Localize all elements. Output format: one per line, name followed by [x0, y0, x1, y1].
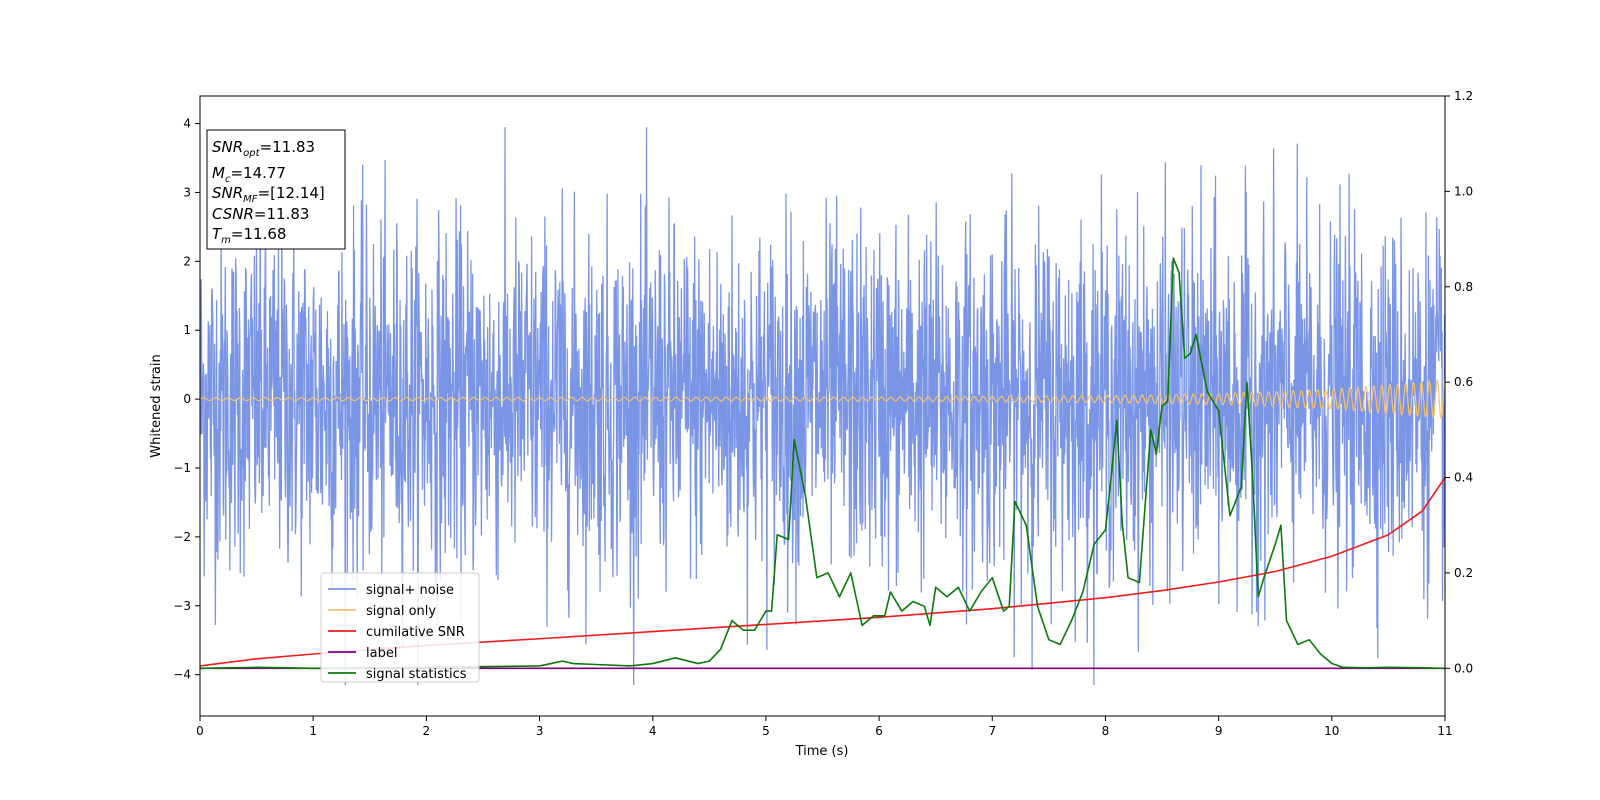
x-tick-label: 9: [1215, 724, 1223, 738]
annotation-box: SNRopt=11.83 Mc=14.77 SNRMF=[12.14] CSNR…: [206, 129, 346, 250]
legend-items: signal+ noise signal only cumilative SNR la…: [328, 583, 467, 682]
legend-label: signal only: [366, 604, 436, 619]
y-right-tick-label: 0.4: [1454, 471, 1473, 485]
x-tick-label: 11: [1437, 724, 1452, 738]
series-signal-statistics: [200, 257, 1445, 670]
annotation-mc: Mc=14.77: [212, 164, 286, 185]
y-left-tick-label: 1: [183, 323, 191, 337]
y-left-tick-label: 2: [183, 254, 191, 268]
plot-frame: [199, 95, 1446, 717]
y-right-tick-label: 0.2: [1454, 566, 1473, 580]
y-left-tick-label: −4: [173, 668, 191, 682]
y-axis-label: Whitened strain: [149, 354, 164, 457]
x-tick-label: 2: [423, 724, 431, 738]
x-tick-label: 6: [875, 724, 883, 738]
y-left-tick-label: −1: [173, 461, 191, 475]
y-left-tick-label: −3: [173, 599, 191, 613]
legend-frame: [320, 572, 480, 683]
annotation-snr-mf: SNRMF=[12.14]: [212, 184, 325, 205]
annotation-snr-opt: SNRopt=11.83: [212, 138, 315, 159]
y-right-tick-label: 0.6: [1454, 375, 1473, 389]
y-right-tick-label: 1.2: [1454, 89, 1473, 103]
legend-label: label: [366, 646, 397, 661]
x-tick-label: 8: [1102, 724, 1110, 738]
legend-label: signal statistics: [366, 667, 467, 682]
y-left-tick-label: 3: [183, 185, 191, 199]
y-right-tick-label: 1.0: [1454, 184, 1473, 198]
x-tick-label: 3: [536, 724, 544, 738]
x-tick-label: 5: [762, 724, 770, 738]
y-left-tick-label: 4: [183, 117, 191, 131]
legend-label: signal+ noise: [366, 583, 454, 598]
annotation-frame: [206, 129, 346, 250]
y-right-tick-label: 0.8: [1454, 280, 1473, 294]
y-left-tick-label: −2: [173, 530, 191, 544]
x-tick-label: 7: [988, 724, 996, 738]
x-tick-label: 4: [649, 724, 657, 738]
y-left-tick-label: 0: [183, 392, 191, 406]
annotation-tm: Tm=11.68: [212, 225, 286, 246]
annotation-csnr: CSNR=11.83: [212, 205, 309, 223]
x-axis-label: Time (s): [795, 744, 849, 759]
series-signal-only: [200, 379, 1445, 419]
x-tick-label: 1: [309, 724, 317, 738]
series-signal-noise: [200, 126, 1445, 686]
x-tick-label: 10: [1324, 724, 1339, 738]
legend-label: cumilative SNR: [366, 625, 465, 640]
x-tick-label: 0: [196, 724, 204, 738]
y-right-tick-label: 0.0: [1454, 661, 1473, 675]
legend: signal+ noise signal only cumilative SNR la…: [320, 572, 480, 683]
axes-layer: 0 1 2 3 4 5 6 7 8 9 10 1143210−1−2−3−41.21.00.80.60…: [173, 89, 1473, 738]
